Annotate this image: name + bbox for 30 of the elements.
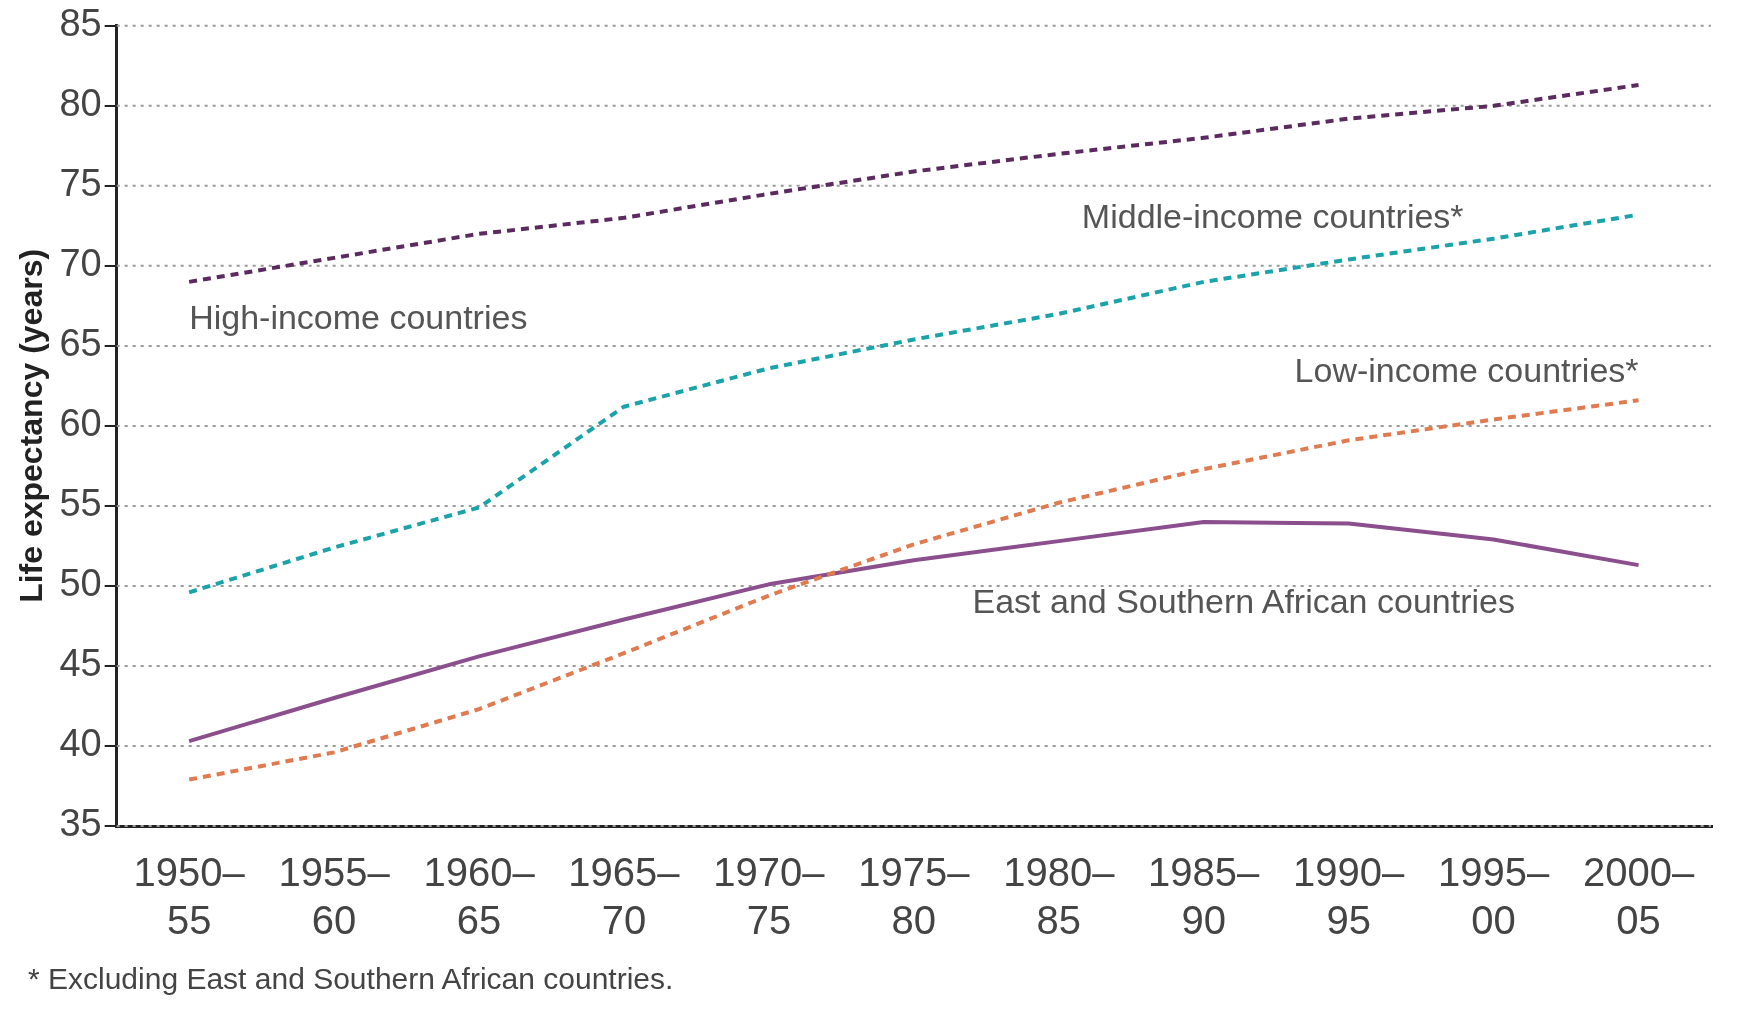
x-tick-label: 1985–90 — [1148, 850, 1261, 943]
x-tick-label: 1990–95 — [1293, 850, 1406, 943]
line-series — [187, 398, 1641, 782]
y-tick-label: 55 — [59, 482, 102, 525]
series-label: Low-income countries* — [1294, 350, 1639, 389]
y-tick-label: 45 — [59, 642, 102, 685]
y-tick-label: 75 — [59, 162, 102, 205]
x-tick-label: 2000–05 — [1582, 850, 1695, 943]
y-tick-label: 80 — [59, 82, 102, 125]
series-label: High-income countries — [189, 298, 528, 337]
x-tick-label: 1955–60 — [278, 850, 391, 943]
y-tick-label: 70 — [59, 242, 102, 285]
x-tick-label: 1970–75 — [713, 850, 826, 943]
y-axis-title: Life expectancy (years) — [13, 248, 50, 603]
x-tick-label: 1975–80 — [858, 850, 971, 943]
y-tick-label: 40 — [59, 722, 102, 765]
text: * Excluding East and Southern African countries. — [28, 962, 674, 996]
x-tick-label: 1950–55 — [133, 850, 246, 943]
x-tick-label: 1965–70 — [568, 850, 681, 943]
x-tick-label: 1980–85 — [1003, 850, 1116, 943]
series-label: Middle-income countries* — [1081, 197, 1464, 236]
series-label: East and Southern African countries — [972, 582, 1515, 621]
x-tick-label: 1995–00 — [1437, 850, 1550, 943]
y-tick-label: 35 — [59, 802, 102, 845]
y-tick-label: 85 — [59, 2, 102, 45]
y-tick-label: 65 — [59, 322, 102, 365]
line-series — [187, 83, 1641, 284]
y-tick-label: 60 — [59, 402, 102, 445]
y-tick-label: 50 — [59, 562, 102, 605]
x-tick-label: 1960–65 — [423, 850, 536, 943]
